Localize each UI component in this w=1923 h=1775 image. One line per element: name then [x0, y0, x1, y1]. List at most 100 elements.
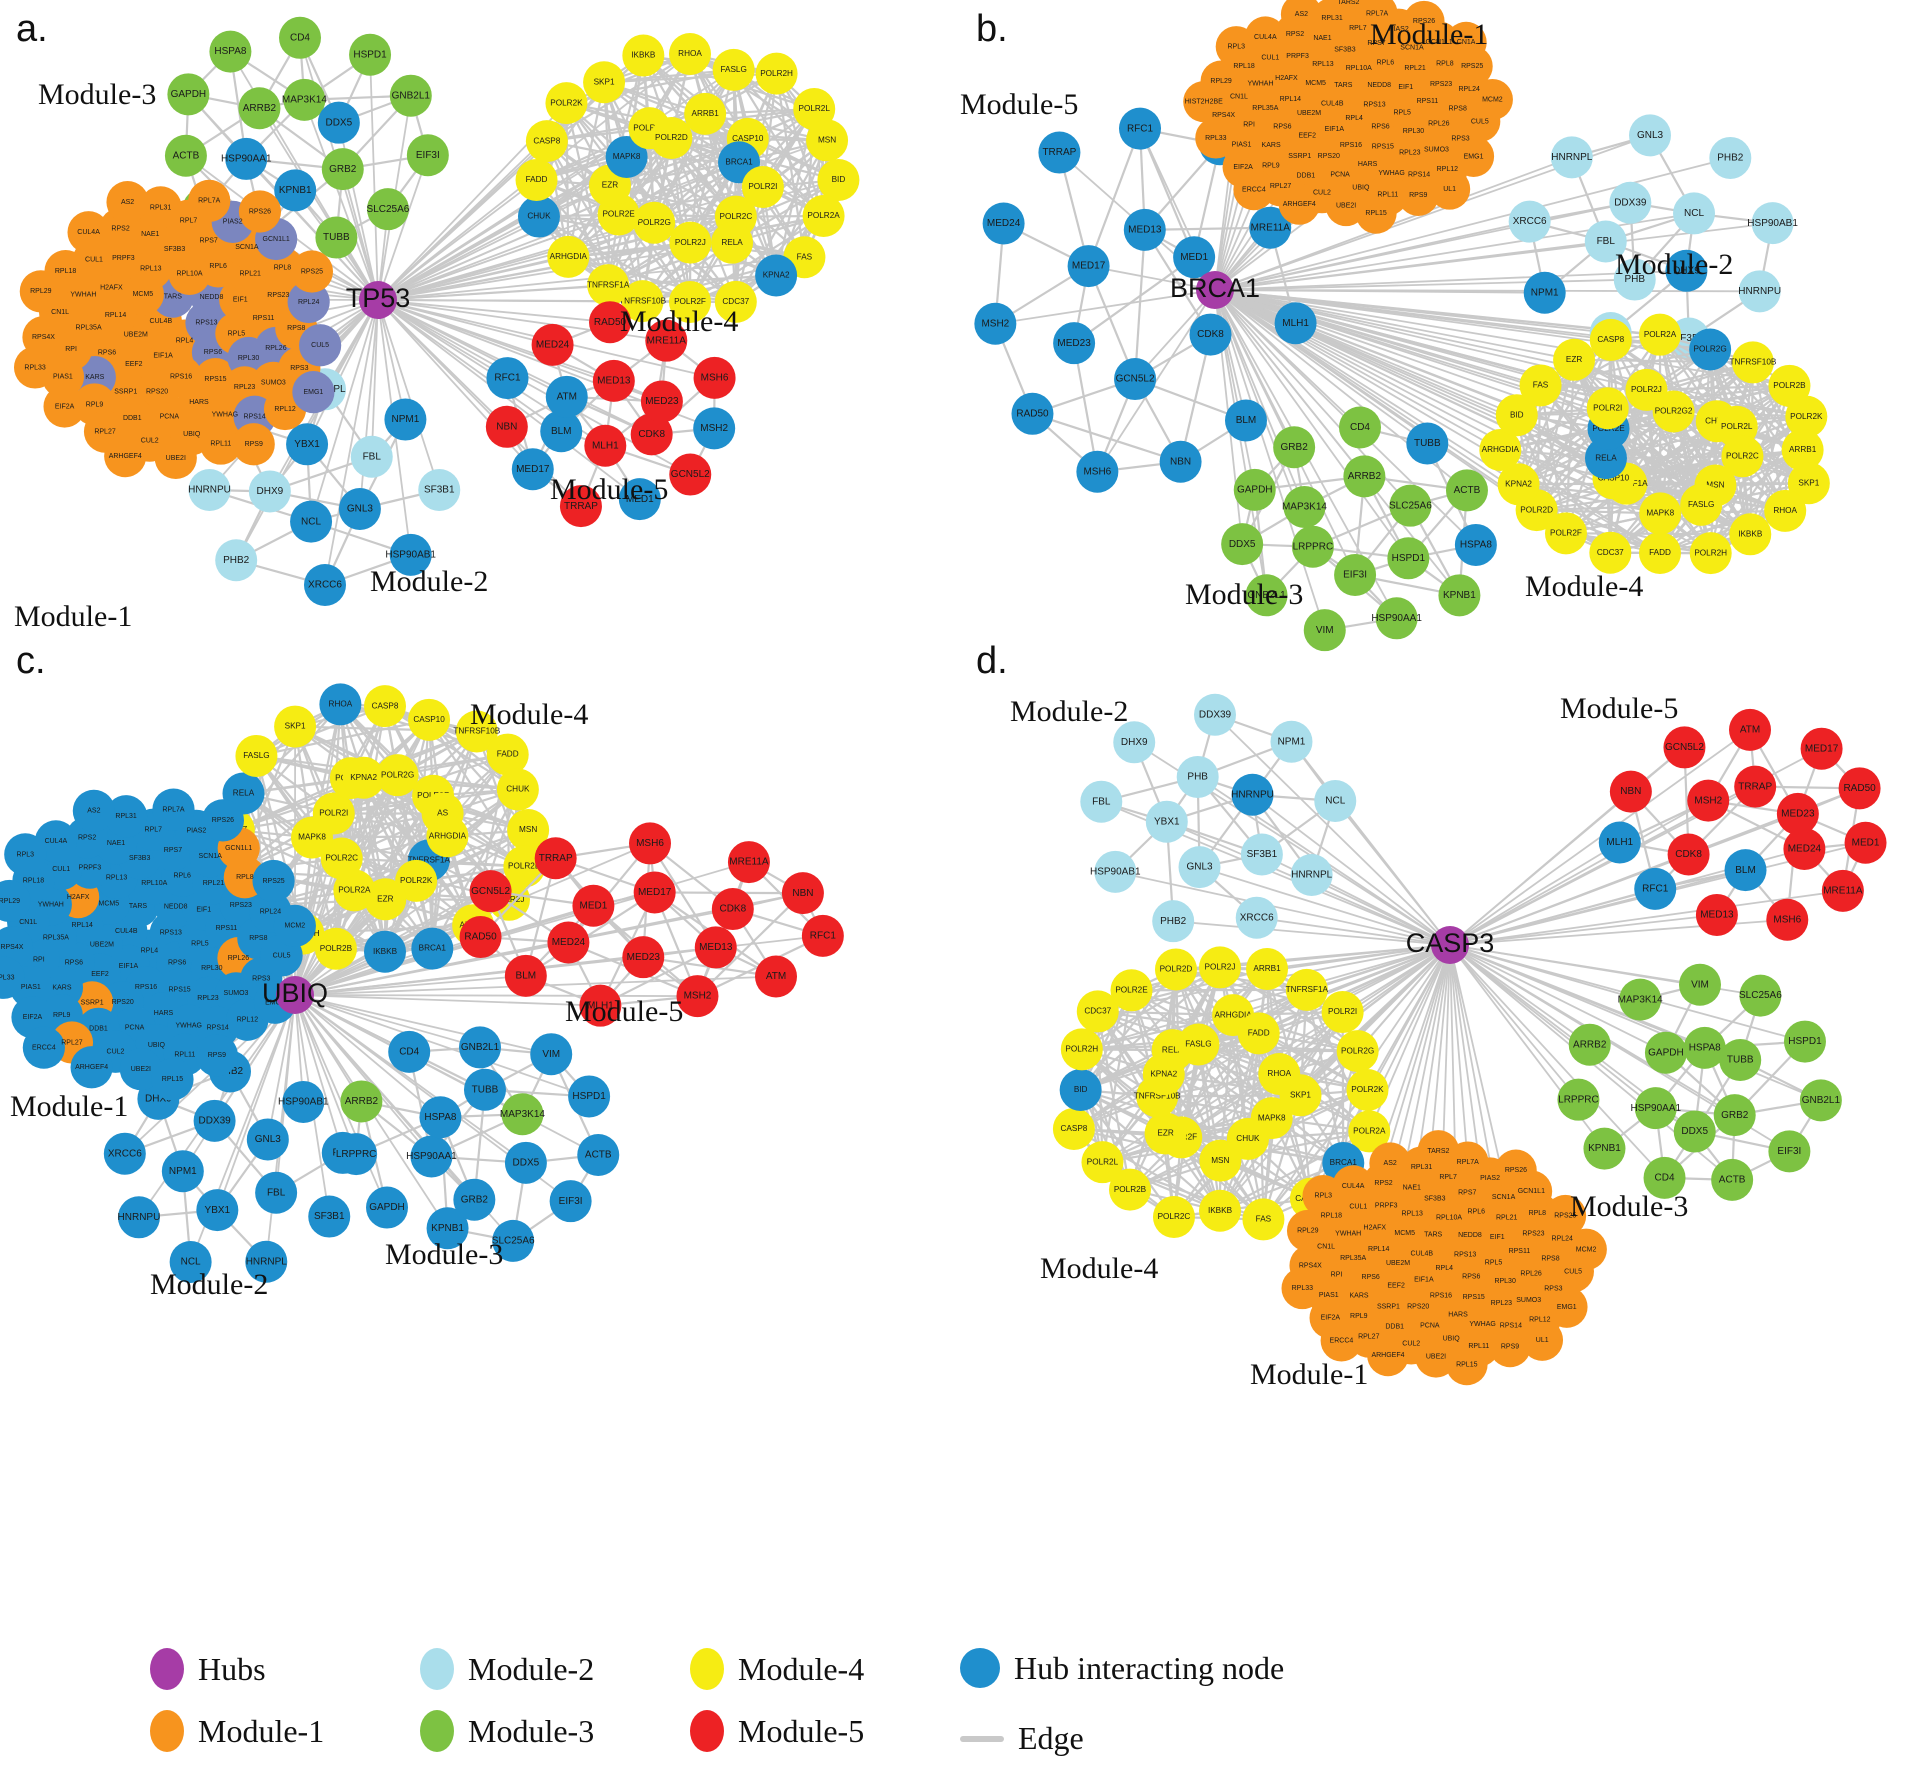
node-polr2h[interactable]: POLR2H — [1689, 532, 1732, 575]
node-actb[interactable]: ACTB — [1445, 469, 1488, 512]
node-rfc1[interactable]: RFC1 — [486, 357, 529, 400]
node-rad50[interactable]: RAD50 — [1838, 767, 1881, 810]
node-faslg[interactable]: FASLG — [1680, 483, 1723, 526]
node-actb[interactable]: ACTB — [1711, 1158, 1754, 1201]
node-casp8[interactable]: CASP8 — [525, 120, 568, 163]
node-ikbkb[interactable]: IKBKB — [364, 930, 406, 973]
node-gcn5l2[interactable]: GCN5L2 — [1114, 358, 1157, 401]
node-rfc1[interactable]: RFC1 — [1119, 107, 1161, 150]
node-med13[interactable]: MED13 — [1695, 893, 1738, 936]
node-casp8[interactable]: CASP8 — [1589, 318, 1632, 361]
node-polr2d[interactable]: POLR2D — [650, 116, 693, 159]
node-med13[interactable]: MED13 — [592, 359, 635, 402]
node-polr2g[interactable]: POLR2G — [1689, 328, 1732, 371]
node-polr2i[interactable]: POLR2I — [1586, 387, 1629, 430]
node-polr2h[interactable]: POLR2H — [1060, 1028, 1103, 1071]
node-fadd[interactable]: FADD — [515, 159, 558, 201]
node-nbn[interactable]: NBN — [485, 405, 528, 448]
node-polr2c[interactable]: POLR2C — [1152, 1196, 1195, 1239]
node-fbl[interactable]: FBL — [255, 1171, 298, 1214]
node-ikbkb[interactable]: IKBKB — [1199, 1189, 1241, 1232]
node-med1[interactable]: MED1 — [572, 884, 615, 927]
node-med24[interactable]: MED24 — [982, 202, 1025, 245]
node-nbn[interactable]: NBN — [781, 872, 824, 915]
node-gnl3[interactable]: GNL3 — [1178, 846, 1221, 889]
node-rhoa[interactable]: RHOA — [1764, 489, 1807, 532]
node-hspa8[interactable]: HSPA8 — [419, 1096, 462, 1139]
node-polr2g2[interactable]: POLR2G2 — [1652, 390, 1695, 433]
node-ddx5[interactable]: DDX5 — [1221, 523, 1264, 566]
node-faslg[interactable]: FASLG — [235, 734, 278, 777]
node-mapk8[interactable]: MAPK8 — [1639, 492, 1682, 535]
node-arrb2[interactable]: ARRB2 — [1343, 455, 1386, 498]
node-bid[interactable]: BID — [817, 159, 860, 201]
node-brca1[interactable]: BRCA1 — [411, 927, 454, 970]
node-hspd1[interactable]: HSPD1 — [349, 33, 392, 76]
node-sf3b1[interactable]: SF3B1 — [1240, 833, 1283, 876]
node-mre11a[interactable]: MRE11A — [1821, 869, 1864, 912]
node-polr2i[interactable]: POLR2I — [1321, 991, 1364, 1034]
node-msh6[interactable]: MSH6 — [1766, 898, 1809, 941]
node-phb2[interactable]: PHB2 — [215, 539, 258, 582]
node-arhgdia[interactable]: ARHGDIA — [547, 235, 590, 278]
node-med24[interactable]: MED24 — [547, 921, 590, 964]
node-gcn5l2[interactable]: GCN5L2 — [1663, 726, 1706, 769]
node-polr2g[interactable]: POLR2G — [376, 754, 419, 797]
node-polr2j[interactable]: POLR2J — [669, 221, 712, 264]
node-kpnb1[interactable]: KPNB1 — [1438, 574, 1481, 617]
node-eif3i[interactable]: EIF3I — [406, 134, 449, 177]
node-hnrnpl[interactable]: HNRNPL — [1550, 136, 1593, 179]
node-med13[interactable]: MED13 — [694, 926, 737, 969]
node-hnrnpu[interactable]: HNRNPU — [188, 469, 231, 511]
node-gapdh[interactable]: GAPDH — [1233, 468, 1276, 511]
node-ddx39[interactable]: DDX39 — [1194, 693, 1236, 736]
node-arrb2[interactable]: ARRB2 — [1568, 1023, 1611, 1066]
node-med17[interactable]: MED17 — [511, 448, 554, 491]
node-fas[interactable]: FAS — [1519, 364, 1562, 407]
node-hspd1[interactable]: HSPD1 — [568, 1075, 611, 1118]
node-ybx1[interactable]: YBX1 — [1145, 800, 1188, 843]
node-med13[interactable]: MED13 — [1123, 208, 1166, 251]
node-gapdh[interactable]: GAPDH — [1644, 1031, 1687, 1074]
node-med17[interactable]: MED17 — [633, 871, 676, 914]
node-gnb2l1[interactable]: GNB2L1 — [459, 1026, 501, 1069]
node-med17[interactable]: MED17 — [1067, 245, 1110, 288]
node-grb2[interactable]: GRB2 — [453, 1178, 496, 1221]
node-msn[interactable]: MSN — [1199, 1139, 1242, 1182]
node-arhgdia[interactable]: ARHGDIA — [426, 815, 469, 858]
node-hspd1[interactable]: HSPD1 — [1783, 1020, 1826, 1063]
node-gcn5l2[interactable]: GCN5L2 — [469, 870, 512, 913]
node-phb[interactable]: PHB — [1176, 755, 1219, 798]
node-ddx39[interactable]: DDX39 — [193, 1099, 236, 1142]
node-slc25a6[interactable]: SLC25A6 — [1389, 484, 1432, 527]
node-arrb1[interactable]: ARRB1 — [1246, 948, 1289, 991]
node-polr2k[interactable]: POLR2K — [1346, 1069, 1389, 1111]
node-ezr[interactable]: EZR — [1553, 338, 1596, 381]
node-atm[interactable]: ATM — [755, 955, 798, 998]
node-hsp90ab1[interactable]: HSP90AB1 — [1747, 202, 1798, 245]
node-skp1[interactable]: SKP1 — [1279, 1074, 1322, 1117]
node-phb2[interactable]: PHB2 — [1709, 136, 1752, 179]
node-xrcc6[interactable]: XRCC6 — [103, 1132, 146, 1175]
node-cd4[interactable]: CD4 — [279, 16, 321, 59]
node-ddx5[interactable]: DDX5 — [1673, 1110, 1716, 1153]
node-ybx1[interactable]: YBX1 — [286, 423, 329, 466]
node-mlh1[interactable]: MLH1 — [1598, 821, 1641, 864]
node-gnb2l1[interactable]: GNB2L1 — [1799, 1079, 1842, 1122]
node-atm[interactable]: ATM — [1729, 708, 1771, 751]
node-polr2k[interactable]: POLR2K — [545, 82, 588, 125]
node-map3k14[interactable]: MAP3K14 — [1282, 486, 1327, 529]
node-tubb[interactable]: TUBB — [463, 1068, 506, 1111]
node-gnl3[interactable]: GNL3 — [338, 487, 381, 530]
node-skp1[interactable]: SKP1 — [583, 61, 626, 104]
node-msh2[interactable]: MSH2 — [693, 407, 736, 450]
node-gnl3[interactable]: GNL3 — [1629, 114, 1671, 157]
node-xrcc6[interactable]: XRCC6 — [1235, 896, 1278, 939]
node-kpna2[interactable]: KPNA2 — [755, 254, 798, 297]
node-lrpprc[interactable]: LRPPRC — [1291, 525, 1334, 568]
node-polr2g[interactable]: POLR2G — [1336, 1030, 1379, 1073]
node-mlh1[interactable]: MLH1 — [1274, 302, 1317, 345]
node-med23[interactable]: MED23 — [1776, 792, 1819, 835]
